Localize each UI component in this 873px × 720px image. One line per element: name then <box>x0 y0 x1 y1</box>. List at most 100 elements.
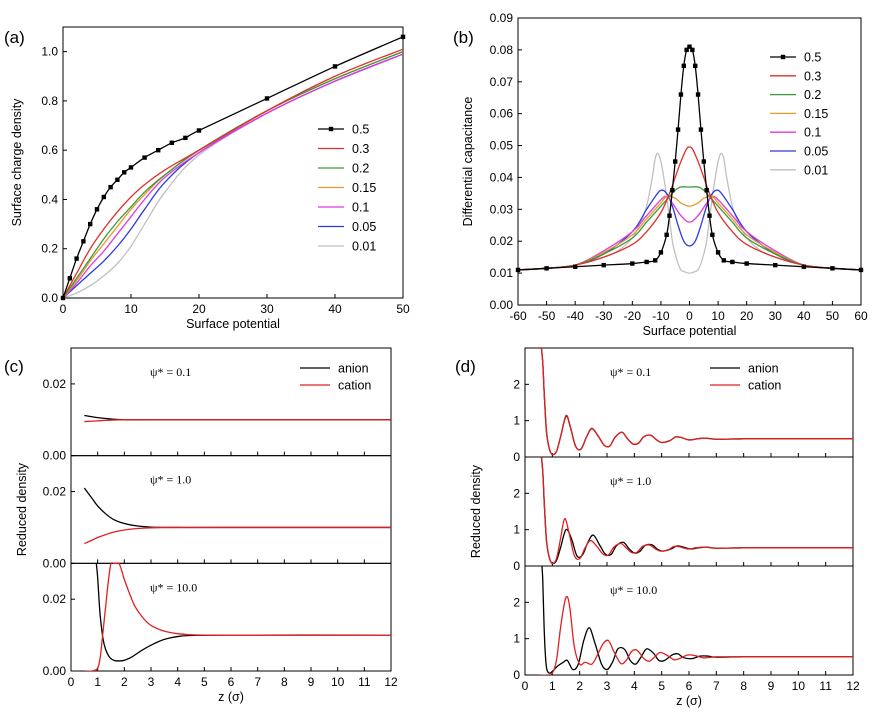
y-tick-label-b-5: 0.05 <box>490 139 514 153</box>
x-tick-label-b-12: 60 <box>854 309 868 323</box>
y-tick-label-d-2-1: 1 <box>513 632 520 646</box>
x-tick-label-c-8: 8 <box>281 675 288 689</box>
series-line-c-2-0 <box>95 563 391 662</box>
x-tick-label-b-3: -30 <box>595 309 613 323</box>
series-line-a-0-marker-18 <box>400 34 406 40</box>
legend-label-b-3: 0.15 <box>804 107 828 121</box>
x-axis-label-b: Surface potential <box>643 324 737 338</box>
panel-letter-a: (a) <box>4 28 25 47</box>
legend-label-b-6: 0.01 <box>804 163 828 177</box>
series-line-a-0-marker-3 <box>81 239 86 244</box>
series-line-b-0-marker-4 <box>630 261 635 266</box>
x-tick-label-b-0: -60 <box>509 309 527 323</box>
x-tick-label-c-11: 11 <box>358 675 371 689</box>
y-tick-label-a-5: 1.0 <box>41 45 58 59</box>
series-line-b-0-marker-10 <box>670 188 675 193</box>
x-tick-label-d-9: 9 <box>768 679 775 693</box>
series-line-b-0-marker-1 <box>544 266 549 271</box>
series-line-b-0-marker-3 <box>601 262 606 268</box>
series-line-b-0-marker-26 <box>721 258 726 263</box>
annotation-d-1: ψ* = 1.0 <box>610 474 651 488</box>
y-axis-label-a: Surface charge density <box>10 98 24 227</box>
x-tick-label-c-10: 10 <box>331 675 345 689</box>
series-line-c-2-1 <box>84 562 391 671</box>
series-line-b-0-marker-9 <box>667 213 672 218</box>
x-tick-label-b-10: 40 <box>797 309 811 323</box>
x-tick-label-d-4: 4 <box>631 679 638 693</box>
annotation-d-0: ψ* = 0.1 <box>610 365 651 379</box>
legend-marker-a-0 <box>328 126 334 132</box>
x-tick-label-a-0: 0 <box>60 302 67 316</box>
y-tick-label-a-2: 0.4 <box>41 192 58 206</box>
series-line-b-0-marker-16 <box>687 44 692 49</box>
series-line-b-0-marker-5 <box>644 259 649 265</box>
x-tick-label-a-5: 50 <box>396 302 410 316</box>
y-tick-label-c-2-0: 0.00 <box>43 664 67 678</box>
x-tick-label-b-11: 50 <box>826 309 840 323</box>
y-tick-label-c-1-0: 0.00 <box>43 556 67 570</box>
series-line-a-0-marker-10 <box>128 165 134 170</box>
y-tick-label-b-8: 0.08 <box>490 43 514 57</box>
panel-letter-d: (d) <box>455 357 476 376</box>
series-line-b-0-marker-25 <box>715 250 721 255</box>
x-axis-label-c: z (σ) <box>218 690 244 704</box>
x-tick-label-d-0: 0 <box>522 679 529 693</box>
legend-label-d-0: anion <box>748 362 779 376</box>
x-tick-label-d-8: 8 <box>740 679 747 693</box>
x-tick-label-a-4: 40 <box>328 302 342 316</box>
series-line-b-0-marker-24 <box>710 232 715 238</box>
series-line-b-0-marker-28 <box>744 261 749 266</box>
x-tick-label-b-5: -10 <box>652 309 670 323</box>
series-line-a-4 <box>63 53 403 298</box>
x-tick-label-d-3: 3 <box>604 679 611 693</box>
annotation-c-2: ψ* = 10.0 <box>150 580 197 594</box>
series-line-a-0-marker-9 <box>122 170 127 175</box>
series-line-b-5 <box>518 189 861 271</box>
y-tick-label-d-0-1: 1 <box>513 414 520 428</box>
y-tick-label-b-9: 0.09 <box>490 11 514 25</box>
y-tick-label-c-1-1: 0.02 <box>43 485 67 499</box>
panel-letter-c: (c) <box>4 357 24 376</box>
series-line-b-0-marker-14 <box>681 63 686 69</box>
y-tick-label-c-0-0: 0.00 <box>43 449 67 463</box>
annotation-c-1: ψ* = 1.0 <box>150 473 191 487</box>
y-tick-label-d-1-0: 0 <box>513 559 520 573</box>
plot-frame-a <box>62 26 404 299</box>
y-tick-label-a-4: 0.8 <box>41 94 58 108</box>
x-tick-label-c-4: 4 <box>174 675 181 689</box>
series-line-b-0-marker-27 <box>730 259 735 265</box>
y-tick-label-a-0: 0.0 <box>41 291 58 305</box>
series-line-b-0-marker-31 <box>830 266 835 271</box>
x-tick-label-c-5: 5 <box>201 675 208 689</box>
x-tick-label-c-6: 6 <box>228 675 235 689</box>
x-axis-label-a: Surface potential <box>186 317 280 331</box>
x-tick-label-b-9: 30 <box>769 309 783 323</box>
x-tick-label-d-7: 7 <box>713 679 720 693</box>
x-tick-label-d-10: 10 <box>792 679 806 693</box>
y-tick-label-d-1-1: 1 <box>513 523 520 537</box>
series-line-b-0-marker-29 <box>773 262 778 268</box>
y-tick-label-b-2: 0.02 <box>490 234 514 248</box>
x-tick-label-c-0: 0 <box>68 675 75 689</box>
series-line-a-0-marker-4 <box>88 221 93 227</box>
series-line-a-0-marker-5 <box>94 207 100 212</box>
y-tick-label-b-1: 0.01 <box>490 266 514 280</box>
series-line-b-2 <box>518 186 861 271</box>
annotation-d-2: ψ* = 10.0 <box>610 583 657 597</box>
legend-label-a-5: 0.05 <box>352 220 376 234</box>
x-tick-label-c-2: 2 <box>121 675 128 689</box>
legend-label-c-0: anion <box>338 362 369 376</box>
series-line-a-1 <box>63 48 403 298</box>
series-line-a-0-marker-13 <box>169 140 174 145</box>
y-axis-label-c: Reduced density <box>15 462 29 556</box>
x-tick-label-b-4: -20 <box>624 309 642 323</box>
y-tick-label-d-2-0: 0 <box>513 668 520 682</box>
legend-label-a-2: 0.2 <box>352 162 369 176</box>
legend-label-b-2: 0.2 <box>804 88 821 102</box>
series-line-b-0-marker-18 <box>693 63 698 69</box>
legend-label-a-3: 0.15 <box>352 181 376 195</box>
series-line-b-0-marker-8 <box>664 232 669 238</box>
series-line-b-0-marker-17 <box>690 47 695 53</box>
